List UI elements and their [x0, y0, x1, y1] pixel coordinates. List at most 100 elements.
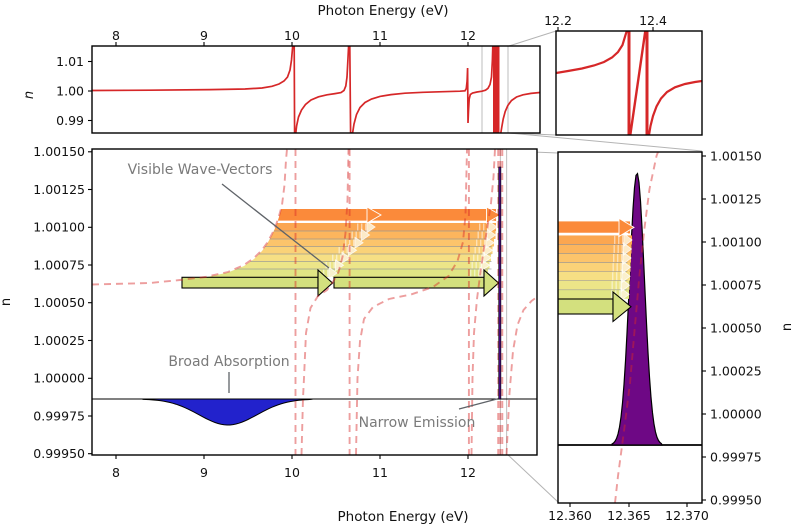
wave-vector-arrowhead: [348, 244, 358, 257]
annotation-narrow-emission: Narrow Emission: [359, 415, 476, 431]
inset-curve: [556, 31, 628, 75]
big-arrow-body: [558, 298, 614, 315]
resonance-band: [493, 46, 500, 133]
x-tick-label: 11: [372, 465, 388, 480]
wave-vector-band: [558, 262, 631, 272]
x-tick-label: 10: [284, 28, 300, 43]
wave-vector-band: [183, 239, 494, 247]
y-tick-label: 1.00000: [33, 371, 85, 386]
y-tick-label: 0.99950: [710, 492, 762, 507]
refractive-index-curve: [499, 91, 540, 133]
wave-vector-arrowhead: [341, 251, 351, 264]
y-tick-label: 0.99975: [710, 449, 762, 464]
narrow-emission-peak: [611, 172, 663, 446]
y-tick-label: 1.00050: [33, 295, 85, 310]
wave-vector-band: [558, 253, 631, 263]
x-tick-label: 12.365: [607, 508, 651, 523]
zoom-connector-line: [506, 453, 559, 503]
inset-curve: [629, 31, 647, 135]
wave-vector-band: [558, 244, 632, 254]
wave-vector-band: [183, 231, 496, 239]
x-tick-label: 12.2: [544, 13, 572, 28]
wave-vector-arrowhead: [623, 242, 633, 256]
y-tick-label: 1.00075: [710, 277, 762, 292]
wave-vector-arrowhead: [488, 220, 498, 234]
wave-vector-arrowhead: [621, 278, 631, 293]
wave-vector-arrowhead: [361, 228, 371, 242]
y-tick-label: 1.00025: [710, 363, 762, 378]
inset-ylabel: n: [780, 323, 795, 331]
x-tick-label: 12.370: [665, 508, 709, 523]
wave-vector-band: [558, 271, 630, 281]
y-tick-label: 1.01: [56, 54, 84, 69]
main-panel-plot: [92, 149, 537, 455]
zoom-connector-line: [508, 30, 557, 47]
y-tick-label: 0.99975: [33, 408, 85, 423]
dispersion-curve-dashed: [355, 149, 468, 455]
x-tick-label: 10: [284, 465, 300, 480]
x-tick-label: 8: [112, 28, 120, 43]
y-tick-label: 1.00100: [33, 220, 85, 235]
y-tick-label: 1.00025: [33, 333, 85, 348]
wave-vector-arrowhead: [622, 260, 632, 275]
top-inset-frame: [555, 30, 703, 136]
big-arrow-head: [317, 268, 334, 298]
top-inset-plot: [556, 31, 702, 135]
big-arrow-head: [483, 268, 500, 298]
bottom-inset-plot: [558, 152, 702, 503]
y-tick-label: 1.00125: [33, 182, 85, 197]
y-tick-label: 1.00075: [33, 257, 85, 272]
annotation-line: [221, 183, 330, 269]
wave-vector-band: [558, 235, 632, 245]
top-panel-plot: [92, 46, 540, 133]
wave-vector-arrowhead-large: [486, 206, 502, 224]
y-tick-label: 1.00125: [710, 191, 762, 206]
top-xaxis-title: Photon Energy (eV): [318, 3, 449, 19]
y-tick-label: 0.99950: [33, 446, 85, 461]
x-tick-label: 12: [460, 465, 476, 480]
y-tick-label: 0.99: [56, 113, 84, 128]
y-tick-label: 1.00000: [710, 406, 762, 421]
dispersion-curve-dashed: [300, 149, 350, 455]
inset-curve: [647, 79, 702, 135]
wave-vector-band: [558, 289, 629, 299]
main-panel-frame: [91, 148, 538, 456]
annotation-visible-wave-vectors: Visible Wave-Vectors: [128, 162, 273, 178]
wave-vector-arrowhead: [620, 287, 630, 302]
refractive-index-curve: [92, 46, 494, 133]
wave-vector-arrowhead: [621, 269, 631, 284]
wave-vector-arrowhead: [366, 220, 376, 234]
top-panel-frame: [91, 45, 541, 134]
y-tick-label: 1.00050: [710, 320, 762, 335]
wave-vector-band: [183, 246, 493, 254]
main-ylabel: n: [0, 298, 14, 306]
narrow-emission-line: [498, 166, 502, 400]
zoom-connector-line: [508, 132, 703, 152]
x-tick-label: 12: [460, 28, 476, 43]
annotation-line: [458, 398, 498, 410]
wave-vector-arrowhead: [354, 236, 364, 249]
wave-vector-arrowhead: [622, 251, 632, 266]
big-arrow-head: [612, 290, 632, 323]
wave-vector-arrowhead: [335, 259, 345, 272]
wave-vector-arrowhead: [328, 266, 338, 280]
x-tick-label: 12.4: [639, 13, 667, 28]
y-tick-label: 1.00150: [710, 148, 762, 163]
x-tick-label: 9: [200, 28, 208, 43]
x-tick-label: 8: [112, 465, 120, 480]
wave-vector-band: [558, 221, 630, 234]
y-tick-label: 1.00150: [33, 144, 85, 159]
x-tick-label: 9: [200, 465, 208, 480]
annotation-broad-absorption: Broad Absorption: [168, 354, 289, 370]
dispersion-curve-dashed: [505, 296, 537, 455]
y-tick-label: 1.00100: [710, 234, 762, 249]
dispersion-curve-dashed: [470, 149, 496, 455]
dispersion-curve-dashed: [614, 152, 659, 503]
bottom-xaxis-title: Photon Energy (eV): [338, 509, 469, 525]
wave-vector-arrowhead-large: [366, 206, 382, 224]
y-tick-label: 1.00: [56, 83, 84, 98]
wave-vector-band: [183, 223, 496, 231]
x-tick-label: 12.360: [548, 508, 592, 523]
